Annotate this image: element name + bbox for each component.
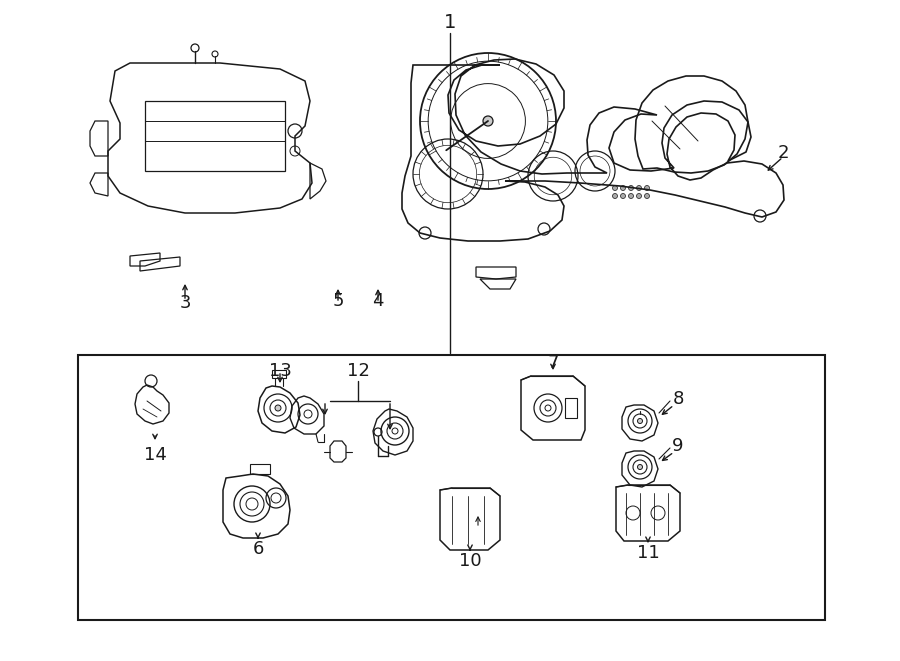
Circle shape [620,194,625,198]
Bar [78,355,825,620]
Text: 9: 9 [672,437,684,455]
Text: 1: 1 [444,13,456,32]
Circle shape [628,194,634,198]
Bar [145,101,285,171]
Text: 14: 14 [144,446,166,464]
Circle shape [613,186,617,190]
Circle shape [613,194,617,198]
Circle shape [628,186,634,190]
Circle shape [637,418,643,424]
Circle shape [636,186,642,190]
Text: 6: 6 [252,540,264,558]
Text: 8: 8 [672,390,684,408]
Text: 10: 10 [459,552,482,570]
Circle shape [620,186,625,190]
Circle shape [483,116,493,126]
Text: 11: 11 [636,544,660,562]
Circle shape [644,186,650,190]
Text: 5: 5 [332,292,344,310]
Circle shape [636,194,642,198]
Circle shape [275,405,281,411]
Text: 2: 2 [778,144,788,162]
Text: 3: 3 [179,294,191,312]
Bar [565,398,577,418]
Circle shape [644,194,650,198]
Circle shape [637,465,643,469]
Text: 7: 7 [547,354,559,372]
Bar [272,370,286,378]
Bar [250,464,270,474]
Text: 4: 4 [373,292,383,310]
Text: 13: 13 [268,362,292,380]
Text: 12: 12 [346,362,369,380]
